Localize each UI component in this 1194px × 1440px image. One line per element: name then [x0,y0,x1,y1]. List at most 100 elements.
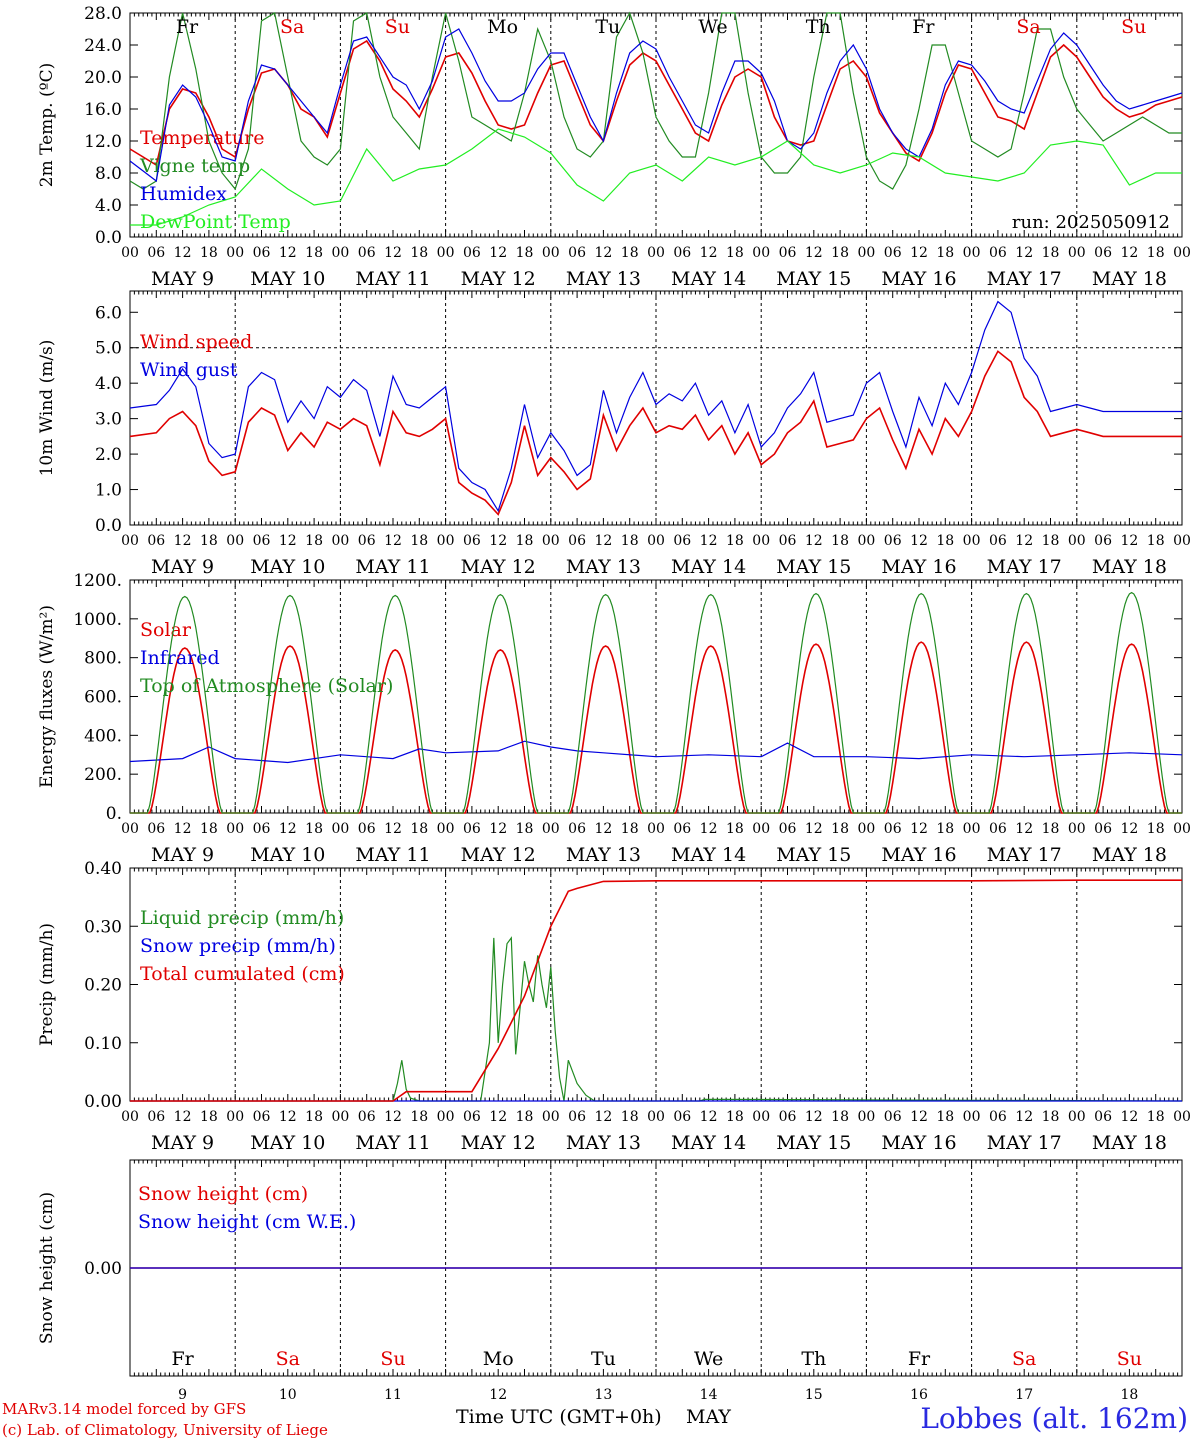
hour-label: 18 [1147,1109,1165,1125]
weekday-label: Sa [1012,1348,1036,1370]
y-axis-label: 2m Temp. (ºC) [37,63,57,188]
hour-label: 18 [1147,245,1165,261]
weekday-label: Sa [276,1348,300,1370]
hour-label: 06 [568,245,586,261]
legend-entry: Solar [140,619,192,641]
hour-label: 18 [831,821,849,837]
hour-label: 00 [121,533,139,549]
hour-label: 12 [700,1109,718,1125]
series-line-total-cumulated-cm- [130,879,1182,1102]
y-tick-label: 0.40 [84,859,122,879]
hour-label: 12 [594,1109,612,1125]
hour-label: 18 [305,1109,323,1125]
y-tick-label: 4.0 [95,196,122,216]
date-label: MAY 11 [355,844,430,866]
y-tick-label: 1.0 [95,481,122,501]
hour-label: 00 [963,821,981,837]
hour-label: 12 [594,533,612,549]
hour-label: 12 [489,245,507,261]
date-label: MAY 14 [671,844,746,866]
hour-label: 18 [410,821,428,837]
date-label: MAY 16 [881,556,956,578]
hour-label: 00 [752,533,770,549]
hour-label: 00 [331,821,349,837]
hour-label: 00 [647,1109,665,1125]
date-label: MAY 11 [355,268,430,290]
date-label: MAY 17 [987,1132,1062,1154]
weekday-label: Th [801,1348,826,1370]
date-label: MAY 10 [250,556,325,578]
date-label: MAY 16 [881,268,956,290]
hour-label: 18 [936,533,954,549]
y-tick-label: 0.10 [84,1034,122,1054]
hour-label: 12 [1120,821,1138,837]
y-tick-label: 0.0 [95,228,122,248]
hour-label: 12 [910,245,928,261]
hour-label: 18 [726,1109,744,1125]
x-axis-month: MAY [686,1406,731,1428]
hour-label: 00 [857,533,875,549]
hour-label: 00 [331,533,349,549]
hour-label: 18 [410,1109,428,1125]
hour-label: 12 [1120,1109,1138,1125]
hour-label: 18 [621,1109,639,1125]
hour-label: 12 [1015,533,1033,549]
hour-label: 18 [936,245,954,261]
weekday-label: Sa [280,16,304,38]
hour-label: 06 [147,1109,165,1125]
date-label: MAY 13 [566,844,641,866]
hour-label: 00 [857,1109,875,1125]
hour-label: 06 [147,533,165,549]
hour-label: 12 [700,821,718,837]
hour-label: 18 [516,245,534,261]
day-number: 17 [1015,1387,1033,1403]
hour-label: 06 [884,821,902,837]
weekday-label: Tu [595,16,620,38]
hour-label: 12 [279,245,297,261]
hour-label: 06 [1094,821,1112,837]
hour-label: 18 [1042,821,1060,837]
hour-label: 00 [1173,821,1191,837]
hour-label: 12 [1015,1109,1033,1125]
hour-label: 18 [726,821,744,837]
date-label: MAY 9 [151,556,214,578]
hour-label: 06 [673,821,691,837]
hour-label: 06 [147,245,165,261]
hour-label: 12 [1015,821,1033,837]
hour-label: 00 [226,533,244,549]
date-label: MAY 17 [987,556,1062,578]
hour-label: 12 [384,1109,402,1125]
hour-label: 06 [673,533,691,549]
legend-entry: Snow precip (mm/h) [140,935,336,957]
hour-label: 12 [594,245,612,261]
hour-label: 18 [936,821,954,837]
footer-model: MARv3.14 model forced by GFS [2,1400,246,1418]
hour-label: 06 [884,533,902,549]
hour-label: 00 [1068,533,1086,549]
day-number: 14 [700,1387,718,1403]
hour-label: 00 [331,1109,349,1125]
date-label: MAY 11 [355,1132,430,1154]
hour-label: 18 [1042,1109,1060,1125]
series-line-top-of-atmosphere-solar- [130,591,1182,814]
y-tick-label: 0.30 [84,917,122,937]
hour-label: 06 [463,533,481,549]
hour-label: 12 [910,821,928,837]
series-line-vigne-temp [129,11,1182,191]
hour-label: 00 [226,821,244,837]
hour-label: 00 [1173,533,1191,549]
hour-label: 12 [910,533,928,549]
legend-entry: Snow height (cm W.E.) [138,1211,356,1233]
hour-label: 00 [437,533,455,549]
series-line-infrared [129,740,1183,764]
hour-label: 18 [726,533,744,549]
date-label: MAY 12 [461,1132,536,1154]
y-tick-label: 5.0 [95,339,122,359]
date-label: MAY 18 [1092,268,1167,290]
series-line-liquid-precip-mm-h- [130,936,1183,1102]
hour-label: 18 [305,533,323,549]
series-line-solar [130,641,1182,814]
date-label: MAY 15 [776,556,851,578]
hour-label: 00 [857,245,875,261]
hour-label: 06 [989,821,1007,837]
